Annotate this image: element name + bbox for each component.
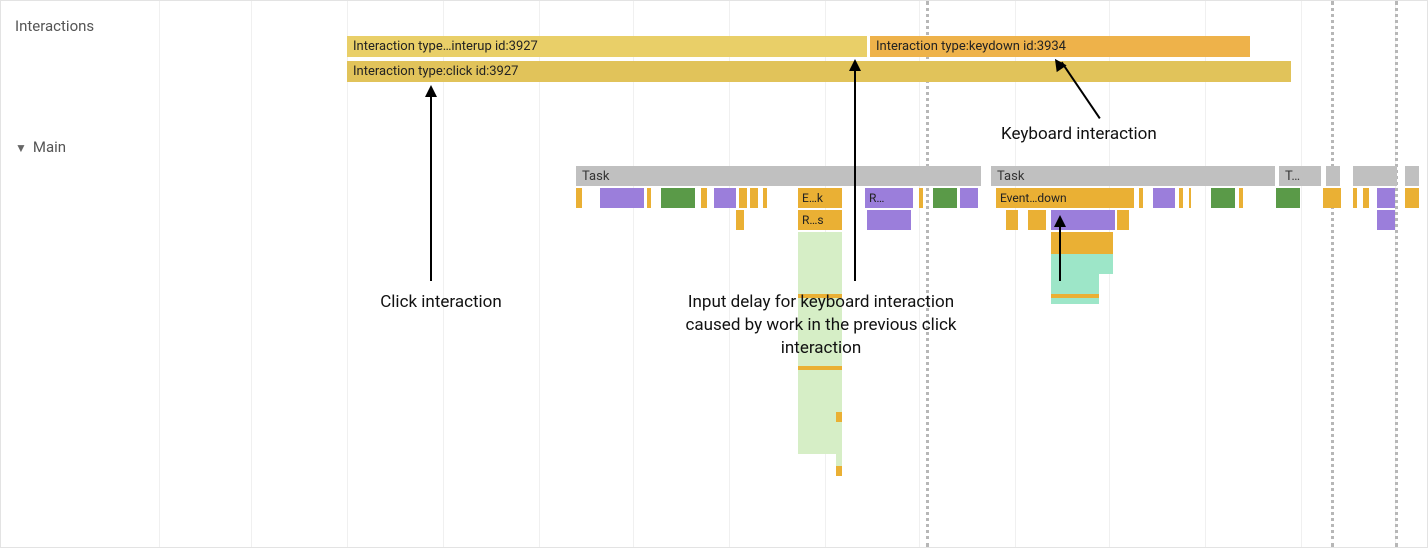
flame-block[interactable] bbox=[1377, 188, 1395, 208]
gridline bbox=[729, 1, 730, 547]
annotation-text: Input delay for keyboard interaction cau… bbox=[661, 291, 981, 360]
flame-block[interactable] bbox=[1211, 188, 1235, 208]
flame-block[interactable] bbox=[736, 210, 744, 230]
flame-block[interactable] bbox=[1323, 188, 1341, 208]
gridline bbox=[539, 1, 540, 547]
flame-block[interactable] bbox=[1028, 210, 1046, 230]
flame-tail[interactable] bbox=[1051, 298, 1099, 304]
marker-line bbox=[1395, 1, 1398, 547]
arrow-head bbox=[849, 59, 861, 71]
gridline bbox=[443, 1, 444, 547]
flame-block[interactable] bbox=[701, 188, 707, 208]
flame-block[interactable] bbox=[661, 188, 695, 208]
flame-block[interactable] bbox=[750, 188, 758, 208]
flame-block[interactable] bbox=[1239, 188, 1243, 208]
arrow-head bbox=[1054, 215, 1066, 227]
interaction-bar[interactable]: Interaction type:click id:3927 bbox=[347, 61, 1291, 82]
gridline bbox=[159, 1, 160, 547]
annotation-text: Click interaction bbox=[361, 291, 521, 314]
flame-tail[interactable] bbox=[836, 466, 842, 476]
gridline bbox=[347, 1, 348, 547]
flame-block[interactable] bbox=[933, 188, 957, 208]
flame-block[interactable] bbox=[1139, 188, 1143, 208]
task-bar[interactable]: Task bbox=[576, 166, 981, 186]
flame-block[interactable] bbox=[960, 188, 978, 208]
flame-bar[interactable]: R… bbox=[865, 188, 913, 208]
task-bar[interactable]: Task bbox=[991, 166, 1275, 186]
gridline bbox=[1301, 1, 1302, 547]
flame-block[interactable] bbox=[763, 188, 767, 208]
flame-tail[interactable] bbox=[1095, 232, 1113, 254]
flame-block[interactable] bbox=[576, 188, 582, 208]
gridline bbox=[919, 1, 920, 547]
arrow-head bbox=[425, 85, 437, 97]
track-label-interactions: Interactions bbox=[15, 17, 94, 35]
track-label-main-text: Main bbox=[33, 138, 66, 156]
flame-block[interactable] bbox=[1353, 188, 1357, 208]
flame-block[interactable] bbox=[1189, 188, 1191, 208]
flame-tail[interactable] bbox=[836, 426, 842, 466]
interaction-bar[interactable]: Interaction type…interup id:3927 bbox=[347, 36, 867, 57]
gridline bbox=[633, 1, 634, 547]
flame-tail[interactable] bbox=[1095, 254, 1113, 274]
arrow-line bbox=[854, 61, 856, 281]
task-bar[interactable] bbox=[1353, 166, 1397, 186]
flame-block[interactable] bbox=[1179, 188, 1183, 208]
flame-block[interactable] bbox=[1377, 210, 1395, 230]
flame-block[interactable] bbox=[600, 188, 644, 208]
flame-bar[interactable]: R…s bbox=[798, 210, 842, 230]
gridline bbox=[1015, 1, 1016, 547]
flame-block[interactable] bbox=[1153, 188, 1175, 208]
flame-block[interactable] bbox=[1006, 210, 1018, 230]
interaction-bar[interactable]: Interaction type:keydown id:3934 bbox=[870, 36, 1250, 57]
arrow-line bbox=[430, 87, 432, 281]
gridline bbox=[251, 1, 252, 547]
flame-tail[interactable] bbox=[836, 372, 842, 412]
flame-bar[interactable]: E…k bbox=[798, 188, 842, 208]
gridline bbox=[1205, 1, 1206, 547]
chevron-down-icon[interactable]: ▼ bbox=[15, 141, 27, 155]
flame-block[interactable] bbox=[739, 188, 747, 208]
track-label-main[interactable]: ▼ Main bbox=[15, 138, 66, 156]
flame-block[interactable] bbox=[919, 188, 923, 208]
flame-block[interactable] bbox=[714, 188, 736, 208]
task-bar[interactable] bbox=[1326, 166, 1340, 186]
flame-block[interactable] bbox=[1276, 188, 1300, 208]
flame-block[interactable] bbox=[867, 210, 911, 230]
flame-tail[interactable] bbox=[798, 232, 842, 294]
gridline bbox=[1109, 1, 1110, 547]
annotation-text: Keyboard interaction bbox=[1001, 123, 1221, 146]
flame-tail[interactable] bbox=[836, 412, 842, 422]
task-bar[interactable] bbox=[1405, 166, 1419, 186]
perf-timeline: Interactions ▼ Main Interaction type…interu… bbox=[0, 0, 1428, 548]
flame-block[interactable] bbox=[1363, 188, 1369, 208]
flame-bar[interactable]: Event…down bbox=[996, 188, 1134, 208]
marker-line bbox=[926, 1, 929, 547]
flame-block[interactable] bbox=[647, 188, 651, 208]
flame-block[interactable] bbox=[1405, 188, 1419, 208]
marker-line bbox=[1331, 1, 1334, 547]
flame-block[interactable] bbox=[1117, 210, 1129, 230]
task-bar[interactable]: T… bbox=[1279, 166, 1321, 186]
